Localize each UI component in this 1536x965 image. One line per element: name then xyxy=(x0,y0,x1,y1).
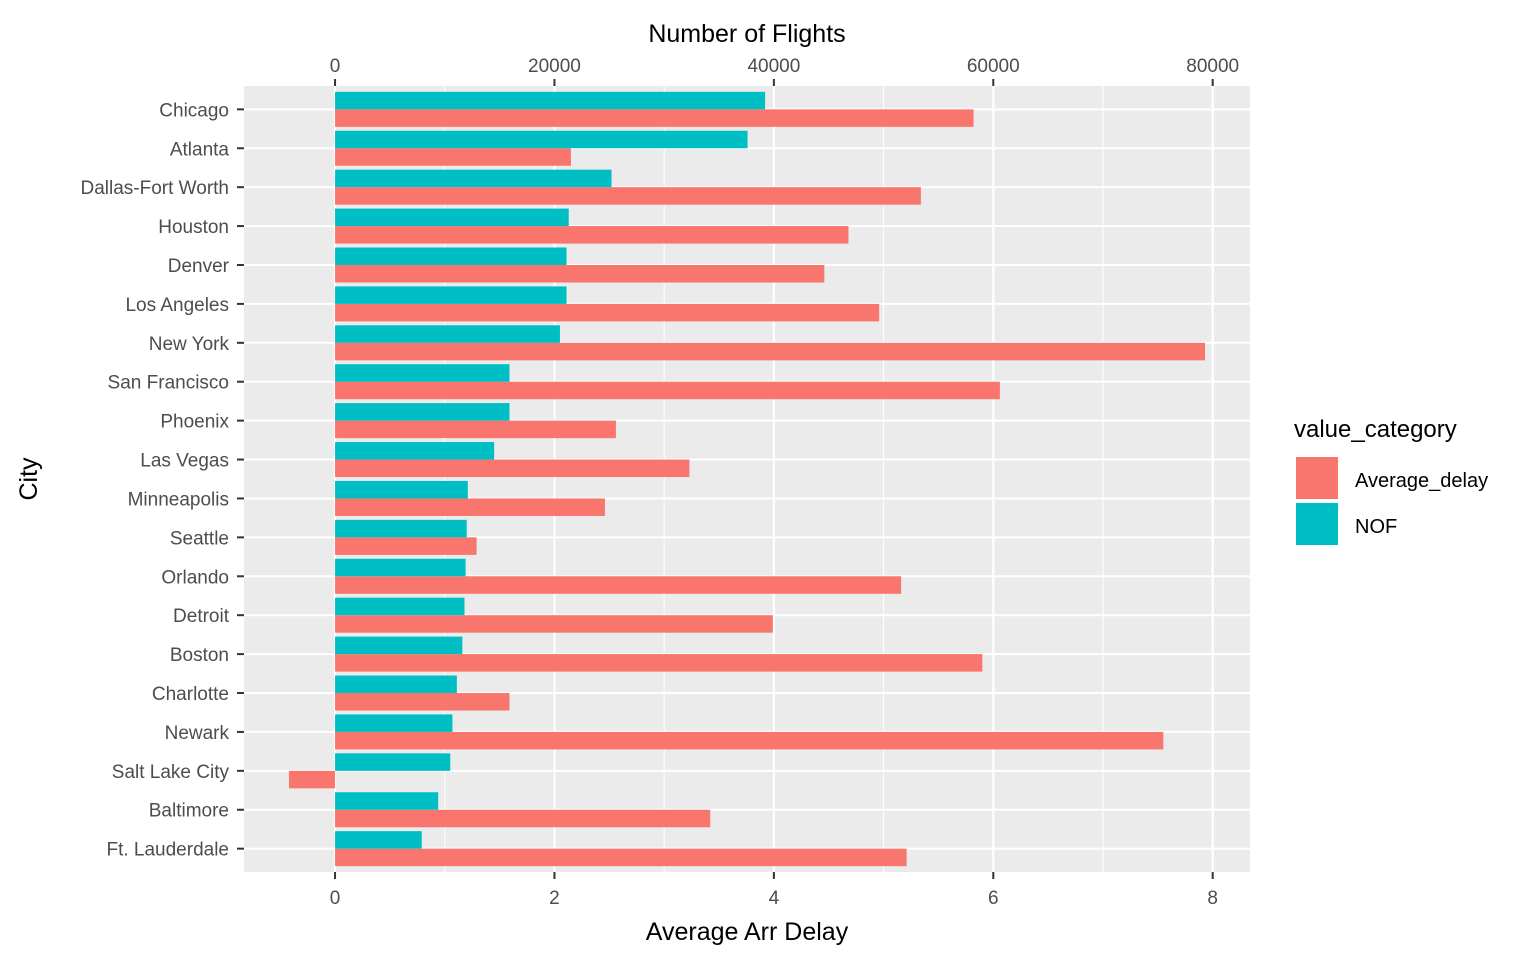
bottom-tick-label: 6 xyxy=(988,888,999,909)
legend: value_category Average_delay NOF xyxy=(1294,416,1488,545)
bar-average-delay-phoenix xyxy=(335,420,616,439)
bar-nof-las-vegas xyxy=(335,442,495,460)
bar-average-delay-minneapolis xyxy=(335,498,605,516)
top-axis-title: Number of Flights xyxy=(648,20,845,48)
y-tick-label-boston: Boston xyxy=(170,645,229,666)
y-tick-label-ft-lauderdale: Ft. Lauderdale xyxy=(106,840,229,861)
y-tick-label-las-vegas: Las Vegas xyxy=(140,451,229,472)
bar-average-delay-dallas-fort-worth xyxy=(335,187,921,205)
top-tick-label: 60000 xyxy=(967,56,1020,77)
y-tick-label-newark: Newark xyxy=(165,723,230,744)
top-tick-label: 20000 xyxy=(528,56,581,77)
bar-nof-dallas-fort-worth xyxy=(335,169,612,188)
y-axis-ticks: Chicago Atlanta Dallas-Fort Worth Houston De… xyxy=(80,100,244,861)
y-tick-label-new-york: New York xyxy=(149,334,230,355)
bar-average-delay-san-francisco xyxy=(335,381,1000,400)
bar-nof-baltimore xyxy=(335,792,439,810)
y-tick-label-baltimore: Baltimore xyxy=(149,801,229,822)
top-tick-label: 40000 xyxy=(747,56,800,77)
bar-nof-chicago xyxy=(335,91,766,110)
y-tick-label-seattle: Seattle xyxy=(170,528,229,549)
y-tick-label-los-angeles: Los Angeles xyxy=(125,295,229,316)
bar-nof-ft-lauderdale xyxy=(335,831,422,849)
bar-average-delay-baltimore xyxy=(335,809,711,828)
bar-average-delay-new-york xyxy=(335,342,1206,361)
bar-average-delay-boston xyxy=(335,654,983,672)
bar-nof-new-york xyxy=(335,325,560,343)
bottom-tick-label: 4 xyxy=(769,888,780,909)
bar-nof-phoenix xyxy=(335,403,510,421)
bar-average-delay-charlotte xyxy=(335,693,510,711)
bars xyxy=(288,91,1206,867)
top-tick-label: 80000 xyxy=(1186,56,1239,77)
y-tick-label-atlanta: Atlanta xyxy=(170,139,230,160)
y-tick-label-san-francisco: San Francisco xyxy=(108,373,229,394)
y-tick-label-charlotte: Charlotte xyxy=(152,684,229,705)
y-tick-label-dallas-fort-worth: Dallas-Fort Worth xyxy=(80,178,229,199)
bar-average-delay-seattle xyxy=(335,537,477,555)
y-tick-label-detroit: Detroit xyxy=(173,606,230,627)
bar-average-delay-orlando xyxy=(335,576,902,594)
top-tick-label: 0 xyxy=(330,56,341,77)
bar-nof-atlanta xyxy=(335,130,748,149)
bottom-tick-label: 8 xyxy=(1207,888,1218,909)
bar-nof-detroit xyxy=(335,597,465,616)
bar-average-delay-newark xyxy=(335,731,1164,750)
bar-nof-newark xyxy=(335,714,453,732)
top-axis-ticks: 0 20000 40000 60000 80000 xyxy=(330,56,1239,86)
legend-label-average-delay: Average_delay xyxy=(1355,470,1488,492)
bar-nof-salt-lake-city xyxy=(335,753,451,771)
bar-nof-boston xyxy=(335,636,463,655)
bottom-axis-ticks: 0 2 4 6 8 xyxy=(330,872,1218,909)
legend-swatch-nof xyxy=(1296,503,1338,545)
y-tick-label-chicago: Chicago xyxy=(159,100,229,121)
y-tick-label-salt-lake-city: Salt Lake City xyxy=(112,762,230,783)
bar-average-delay-denver xyxy=(335,264,825,283)
bar-average-delay-los-angeles xyxy=(335,303,880,322)
bar-average-delay-ft-lauderdale xyxy=(335,848,907,867)
bar-nof-orlando xyxy=(335,558,466,577)
y-tick-label-orlando: Orlando xyxy=(161,567,229,588)
bar-average-delay-chicago xyxy=(335,109,974,127)
bar-nof-seattle xyxy=(335,519,467,538)
bar-average-delay-houston xyxy=(335,226,849,244)
bar-average-delay-atlanta xyxy=(335,148,571,166)
y-tick-label-minneapolis: Minneapolis xyxy=(128,489,229,510)
bar-nof-charlotte xyxy=(335,675,457,694)
legend-label-nof: NOF xyxy=(1355,516,1397,538)
y-tick-label-denver: Denver xyxy=(168,256,230,277)
legend-title: value_category xyxy=(1294,416,1457,443)
bottom-tick-label: 2 xyxy=(549,888,560,909)
bottom-tick-label: 0 xyxy=(330,888,341,909)
bar-nof-denver xyxy=(335,247,567,265)
bar-average-delay-salt-lake-city xyxy=(288,770,336,789)
y-tick-label-houston: Houston xyxy=(158,217,229,238)
bar-nof-houston xyxy=(335,208,569,227)
bar-nof-los-angeles xyxy=(335,286,567,304)
bottom-axis-title: Average Arr Delay xyxy=(646,918,849,946)
legend-swatch-average-delay xyxy=(1296,457,1338,499)
bar-nof-san-francisco xyxy=(335,364,510,382)
bar-average-delay-detroit xyxy=(335,615,773,633)
bar-nof-minneapolis xyxy=(335,480,468,499)
y-tick-label-phoenix: Phoenix xyxy=(160,412,229,433)
y-axis-title: City xyxy=(15,457,43,501)
bar-average-delay-las-vegas xyxy=(335,459,690,478)
